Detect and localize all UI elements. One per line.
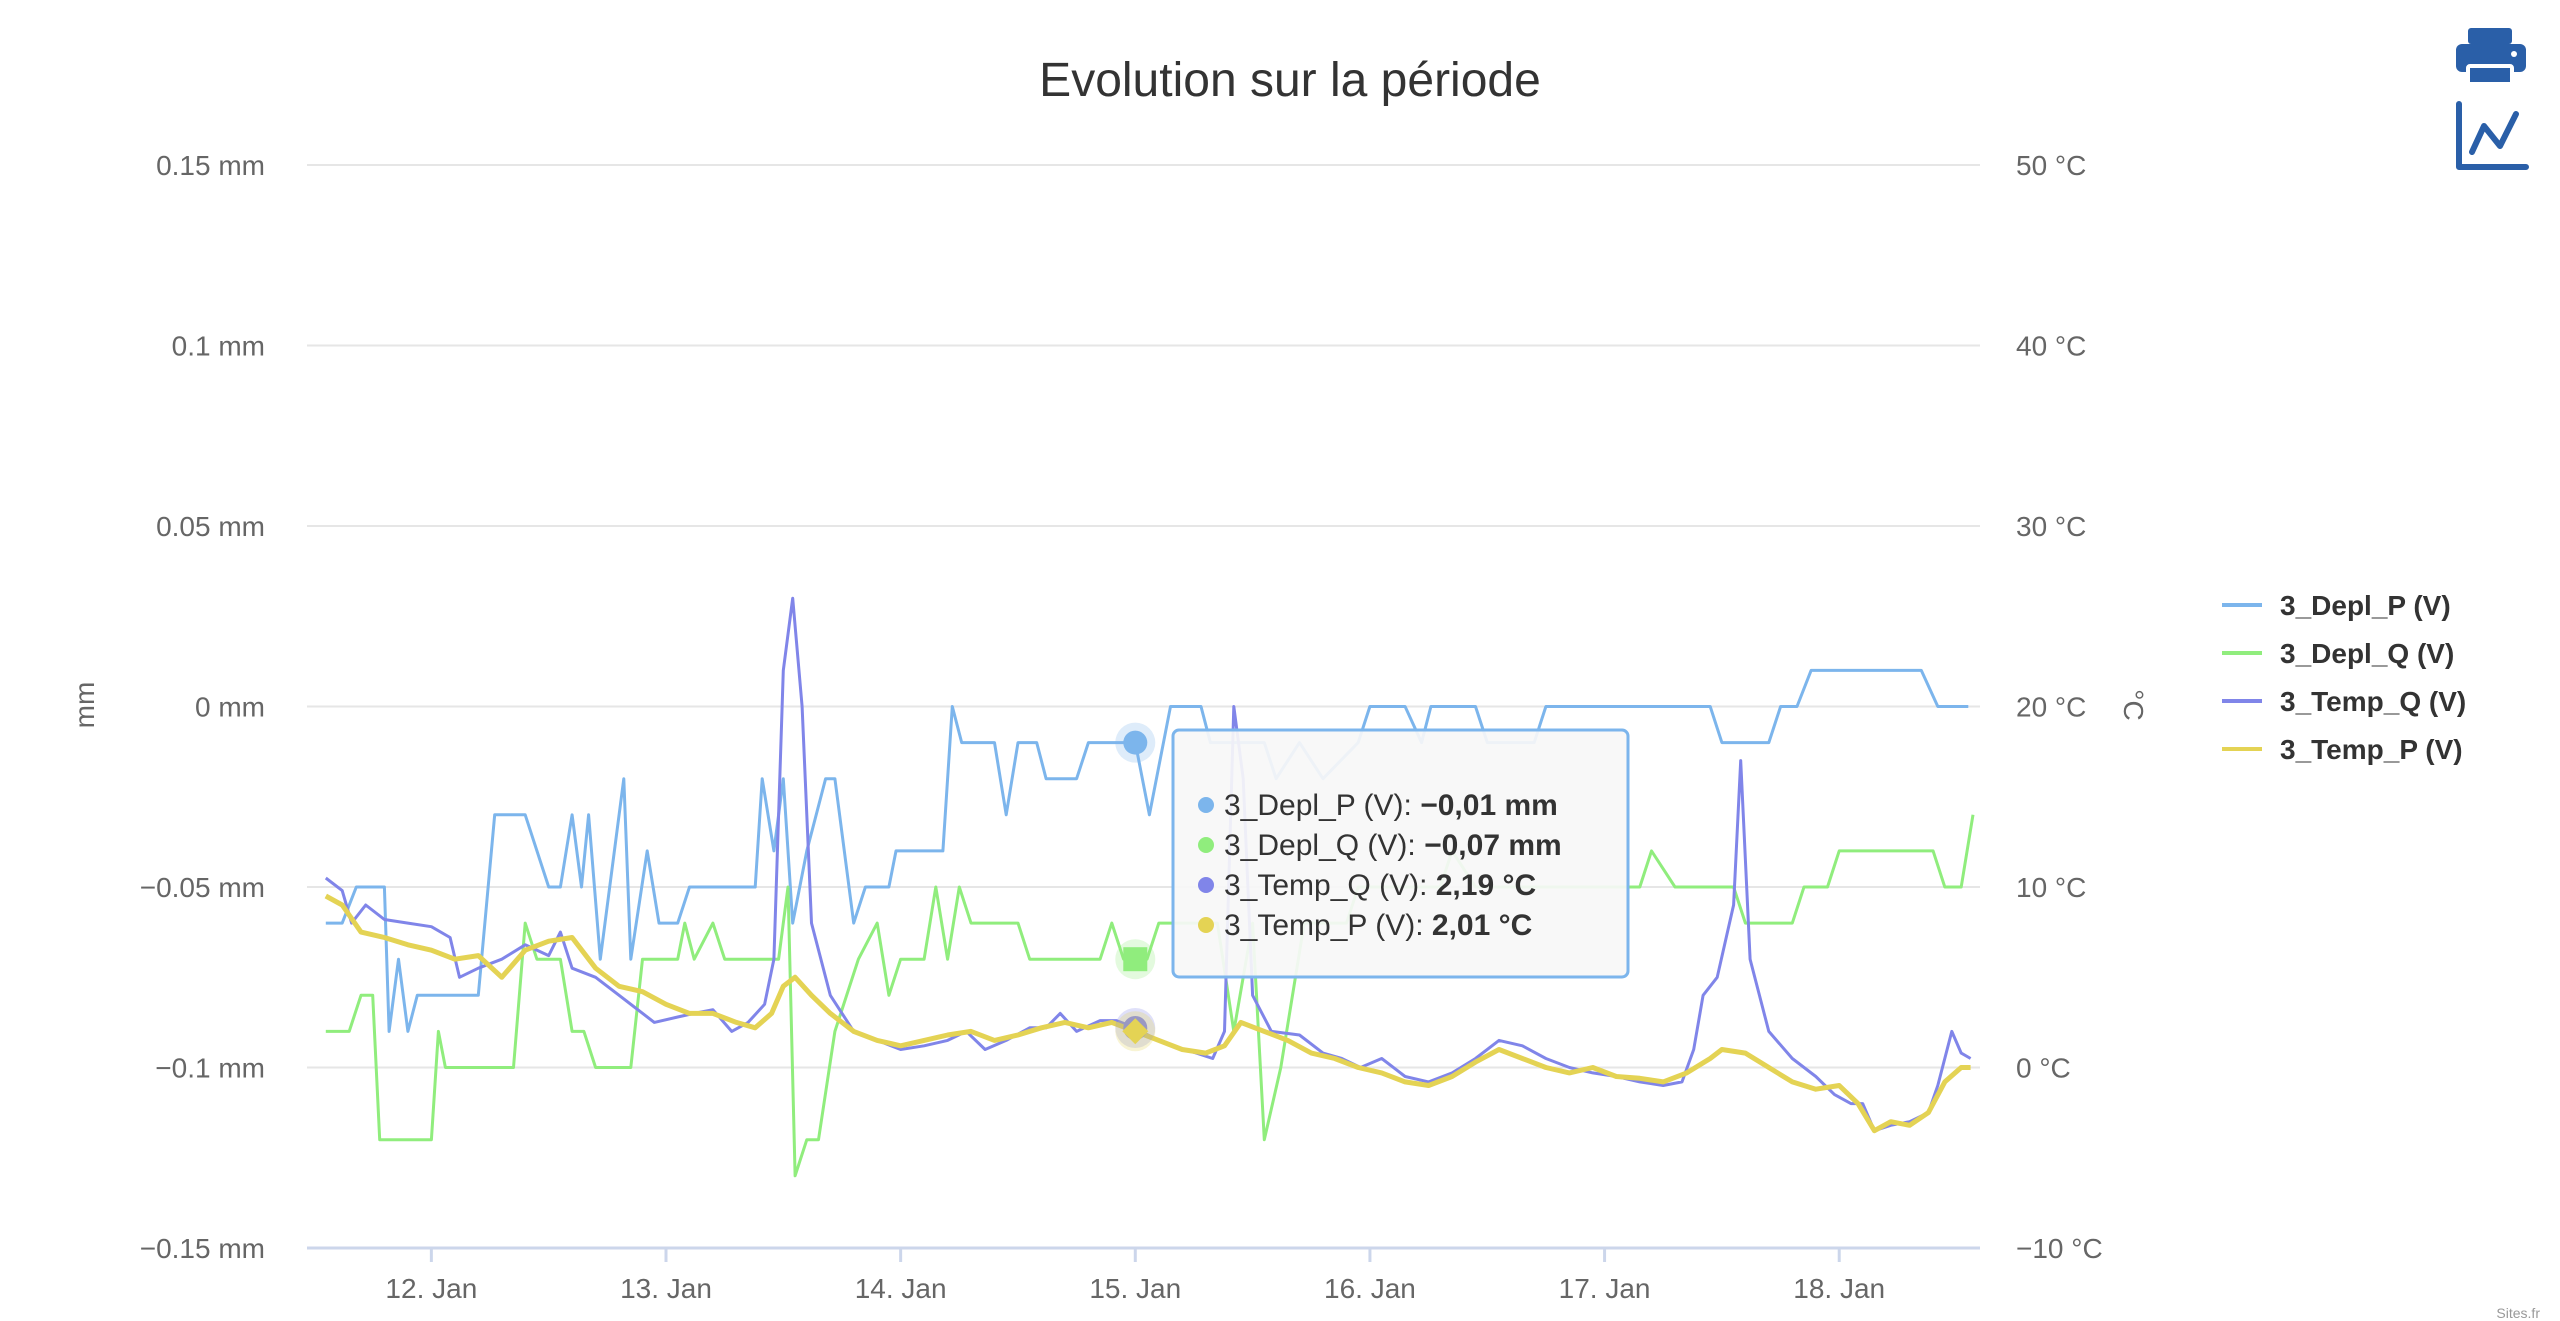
hover-markers [1115,722,1156,1052]
x-axis: 12. Jan 13. Jan 14. Jan 15. Jan 16. Jan 17. J… [307,1246,1980,1304]
legend-label: 3_Temp_P (V) [2280,734,2463,765]
tooltip-box [1171,728,1630,979]
x-tick-label: 18. Jan [1793,1273,1885,1304]
tooltip-value: 2,19 °C [1436,869,1536,902]
legend: 3_Depl_P (V) 3_Depl_Q (V) 3_Temp_Q (V) 3_Te… [2222,590,2466,765]
y-tick-right: 30 °C [2016,511,2086,542]
tooltip-series-name: 3_Temp_Q (V): [1224,869,1436,902]
y-tick-right: 20 °C [2016,692,2086,723]
x-tick-label: 13. Jan [620,1273,712,1304]
legend-label: 3_Depl_Q (V) [2280,638,2454,669]
tooltip-bullet [1198,917,1214,933]
y-tick-right: 10 °C [2016,872,2086,903]
y-axis-left-title: mm [69,682,100,729]
x-tick-label: 16. Jan [1324,1273,1416,1304]
y-tick-right: 0 °C [2016,1053,2071,1084]
y-tick-left: 0.05 mm [156,511,265,542]
x-tick-label: 14. Jan [855,1273,947,1304]
legend-item[interactable]: 3_Depl_Q (V) [2222,638,2454,669]
chart-title: Evolution sur la période [1039,54,1541,107]
x-tick-label: 12. Jan [385,1273,477,1304]
tooltip-value: 2,01 °C [1432,909,1532,942]
series-line-1 [325,814,1975,1178]
tooltip-rows: 3_Depl_P (V): −0,01 mm 3_Depl_Q (V): −0,0… [1198,789,1562,942]
y-tick-left: −0.15 mm [140,1233,265,1264]
hover-point [1122,1018,1149,1045]
tooltip: 3_Depl_P (V): −0,01 mm 3_Depl_Q (V): −0,0… [1171,728,1630,979]
tooltip-bullet [1198,797,1214,813]
hover-point [1123,947,1148,972]
y-axis-right: 50 °C 40 °C 30 °C 20 °C 10 °C 0 °C −10 °C [2016,150,2103,1264]
hover-point [1123,730,1148,755]
legend-item[interactable]: 3_Temp_Q (V) [2222,686,2466,717]
y-tick-left: 0.15 mm [156,150,265,181]
series-line-0 [325,668,1969,1033]
print-button[interactable] [2456,28,2526,86]
y-tick-right: 50 °C [2016,150,2086,181]
line-chart-icon [2456,101,2529,170]
tooltip-series-name: 3_Temp_P (V): [1224,909,1432,942]
tooltip-bullet [1198,837,1214,853]
tooltip-value: −0,07 mm [1424,829,1562,862]
x-tick-label: 17. Jan [1559,1273,1651,1304]
y-axis-left: 0.15 mm 0.1 mm 0.05 mm 0 mm −0.05 mm −0.1 mm −… [140,150,265,1264]
legend-item[interactable]: 3_Depl_P (V) [2222,590,2451,621]
tooltip-series-name: 3_Depl_Q (V): [1224,829,1424,862]
y-axis-right-title: °C [2118,689,2149,720]
y-tick-right: −10 °C [2016,1233,2103,1264]
tooltip-row: 3_Temp_Q (V): 2,19 °C [1224,869,1536,902]
credits: Sites.fr [2496,1305,2540,1321]
legend-item[interactable]: 3_Temp_P (V) [2222,734,2463,765]
y-tick-left: 0 mm [195,692,265,723]
chart-type-button[interactable] [2456,101,2529,170]
tooltip-row: 3_Temp_P (V): 2,01 °C [1224,909,1532,942]
legend-label: 3_Depl_P (V) [2280,590,2451,621]
tooltip-row: 3_Depl_P (V): −0,01 mm [1224,789,1558,822]
y-tick-left: −0.1 mm [155,1053,265,1084]
grid [307,164,1980,1249]
tooltip-row: 3_Depl_Q (V): −0,07 mm [1224,829,1562,862]
y-tick-right: 40 °C [2016,331,2086,362]
print-icon [2456,28,2526,86]
tooltip-bullet [1198,877,1214,893]
x-tick-label: 15. Jan [1089,1273,1181,1304]
tooltip-series-name: 3_Depl_P (V): [1224,789,1420,822]
series-line-3 [324,893,1971,1134]
y-tick-left: 0.1 mm [172,331,265,362]
tooltip-value: −0,01 mm [1420,789,1558,822]
legend-label: 3_Temp_Q (V) [2280,686,2466,717]
y-tick-left: −0.05 mm [140,872,265,903]
